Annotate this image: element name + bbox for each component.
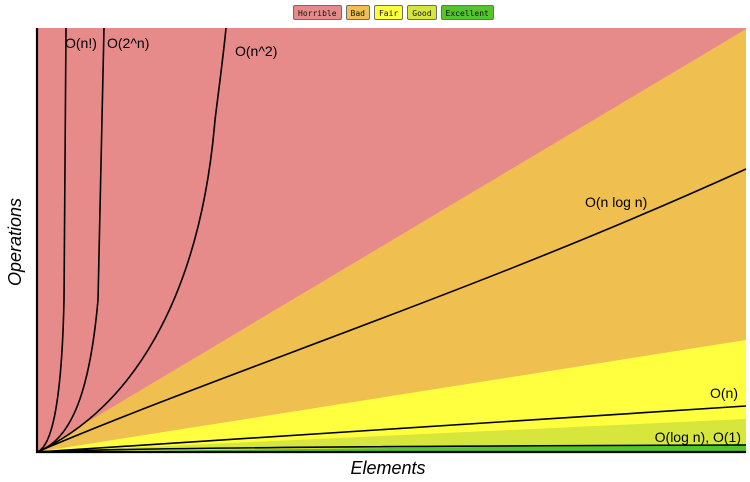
legend-item-fair: Fair [373, 5, 404, 20]
x-axis-title: Elements [350, 458, 425, 478]
curve-exponential [36, 27, 105, 453]
legend: Horrible Bad Fair Good Excellent [293, 5, 494, 20]
label-linear: O(n) [710, 385, 738, 401]
curve-linear [36, 405, 747, 453]
curve-factorial [36, 27, 67, 453]
curve-linearithmic [36, 168, 747, 453]
legend-item-bad: Bad [345, 5, 370, 20]
y-axis-title: Operations [5, 198, 25, 286]
label-exponential: O(2^n) [107, 35, 149, 51]
region-fair [37, 340, 746, 452]
curve-label-layer: O(n!) O(2^n) O(n^2) O(n log n) O(n) O(log n),… [65, 35, 741, 445]
curve-layer [36, 27, 747, 453]
region-bad [37, 29, 746, 452]
curve-quadratic [36, 27, 227, 453]
legend-item-good: Good [407, 5, 437, 20]
curve-log-constant [36, 444, 747, 453]
label-factorial: O(n!) [65, 35, 97, 51]
region-good [37, 419, 746, 452]
legend-item-horrible: Horrible [293, 5, 342, 20]
legend-item-excellent: Excellent [440, 5, 494, 20]
label-linearithmic: O(n log n) [585, 194, 647, 210]
axes-layer [35, 28, 746, 454]
region-layer [37, 28, 746, 452]
label-log-constant: O(log n), O(1) [655, 429, 741, 445]
label-quadratic: O(n^2) [235, 43, 277, 59]
